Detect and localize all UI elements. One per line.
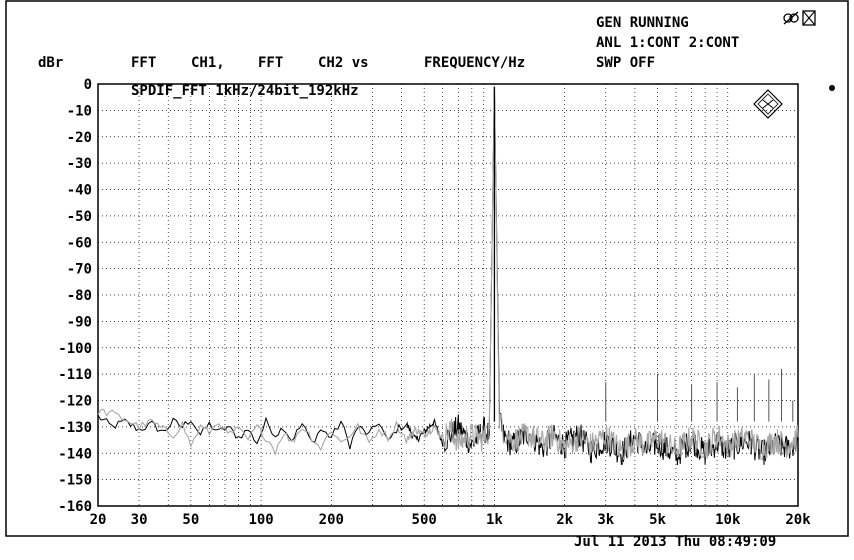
y-tick-label: -20 — [67, 130, 92, 146]
y-tick-label: -120 — [58, 394, 92, 410]
plot-grid — [97, 83, 799, 507]
timestamp: Jul 11 2013 Thu 08:49:09 — [574, 534, 777, 550]
anl-status: ANL 1:CONT 2:CONT — [596, 35, 740, 51]
y-tick-label: -90 — [67, 314, 92, 330]
link-icon — [783, 11, 799, 25]
chart-title: SPDIF_FFT 1kHz/24bit_192kHz — [131, 83, 359, 99]
cursor-marker-icon — [829, 85, 835, 91]
y-tick-label: -150 — [58, 473, 92, 489]
y-tick-label: -30 — [67, 156, 92, 172]
x-tick-label: 1k — [486, 512, 503, 528]
y-tick-label: 0 — [84, 77, 92, 93]
rs-logo-icon — [753, 89, 783, 119]
x-tick-label: 100 — [248, 512, 273, 528]
y-tick-label: -110 — [58, 367, 92, 383]
y-tick-label: -140 — [58, 446, 92, 462]
y-tick-label: -160 — [58, 499, 92, 515]
y-tick-label: -50 — [67, 209, 92, 225]
header-item: CH2 vs — [318, 55, 369, 71]
series-line-2 — [97, 86, 799, 461]
header-item: FFT — [131, 55, 156, 71]
x-tick-label: 50 — [182, 512, 199, 528]
x-tick-label: 2k — [556, 512, 573, 528]
status-icons — [783, 10, 816, 26]
chart-header: FFT CH1, FFT CH2 vs FREQUENCY/Hz — [131, 55, 525, 71]
disk-icon — [802, 10, 816, 26]
x-tick-label: 3k — [597, 512, 614, 528]
plot-frame — [97, 83, 799, 507]
y-tick-label: -40 — [67, 183, 92, 199]
series-traces — [97, 86, 799, 466]
outer-border — [5, 0, 849, 537]
x-tick-label: 5k — [649, 512, 666, 528]
y-tick-label: -100 — [58, 341, 92, 357]
x-tick-label: 30 — [131, 512, 148, 528]
y-tick-label: -60 — [67, 235, 92, 251]
header-item: FREQUENCY/Hz — [424, 55, 525, 71]
swp-status: SWP OFF — [596, 55, 656, 71]
x-tick-label: 500 — [412, 512, 437, 528]
y-tick-label: -80 — [67, 288, 92, 304]
header-item: CH1, — [191, 55, 225, 71]
header-item: FFT — [258, 55, 283, 71]
y-tick-label: -10 — [67, 103, 92, 119]
gen-status: GEN RUNNING — [596, 15, 689, 31]
x-tick-label: 20k — [785, 512, 811, 528]
x-tick-label: 10k — [715, 512, 741, 528]
series-line-1 — [97, 86, 799, 466]
y-tick-label: -130 — [58, 420, 92, 436]
harmonic-spikes — [493, 86, 794, 422]
x-tick-labels: 20 30 50 100 200 500 1k 2k 3k 5k 10k 20k — [90, 512, 812, 528]
x-tick-label: 20 — [90, 512, 107, 528]
y-axis-label: dBr — [38, 55, 63, 71]
x-tick-label: 200 — [319, 512, 344, 528]
y-tick-label: -70 — [67, 262, 92, 278]
y-tick-labels: 0 -10 -20 -30 -40 -50 -60 -70 -80 -90 -100 -110 -120… — [58, 77, 92, 515]
